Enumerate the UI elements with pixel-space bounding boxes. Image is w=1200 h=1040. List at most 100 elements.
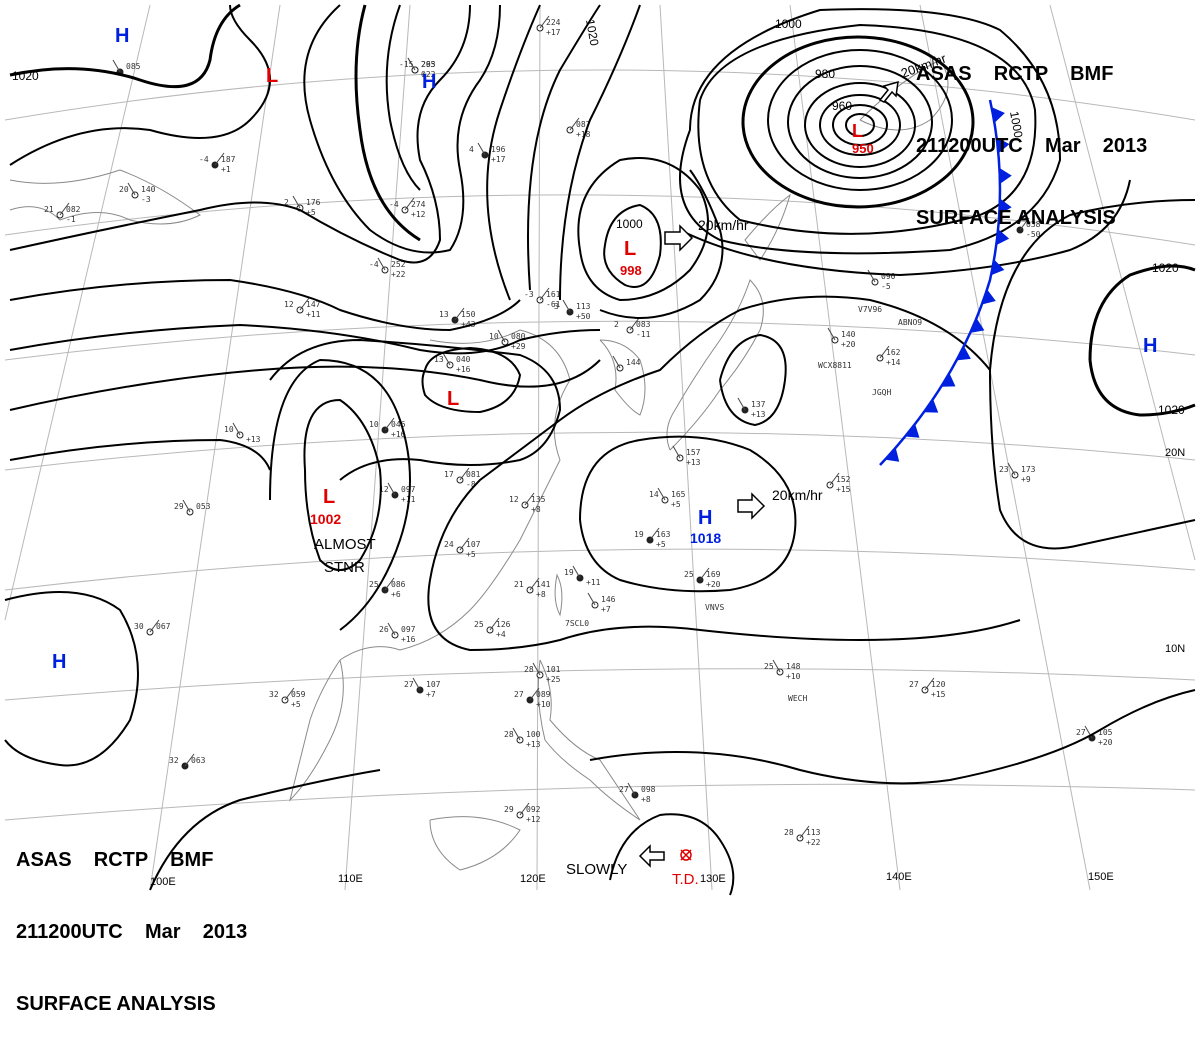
station-temp: 24 <box>444 540 454 549</box>
station-tendency: +12 <box>526 815 541 824</box>
station-pressure: 087 <box>576 120 591 129</box>
station-pressure: 113 <box>806 828 821 837</box>
station-tendency: +12 <box>411 210 426 219</box>
station-temp: -4 <box>369 260 379 269</box>
station-pressure: 107 <box>466 540 481 549</box>
station-temp: 10 <box>489 332 499 341</box>
north-low-speed: 20km/hr <box>698 217 749 233</box>
station-plot: 20 140-3 <box>119 182 156 204</box>
station-pressure: 097 <box>401 625 416 634</box>
station-pressure: 150 <box>461 310 476 319</box>
station-temp: 10 <box>224 425 234 434</box>
low-north-symbol: L <box>624 238 636 260</box>
station-plot: 25 126+4 <box>474 617 511 639</box>
tropical-depression-icon <box>680 849 692 861</box>
front-pip <box>884 447 900 462</box>
high-east-symbol: H <box>1143 335 1157 357</box>
station-temp: 2 <box>284 198 289 207</box>
station-tendency: +17 <box>491 155 506 164</box>
station-plot: 10 080+29 <box>489 329 526 351</box>
ne-low-arrow <box>878 80 899 103</box>
coast-china <box>339 329 571 661</box>
wind-barb <box>387 482 396 496</box>
station-tendency: -3 <box>141 195 151 204</box>
low-southwest-value: 1002 <box>310 511 341 527</box>
wind-barb <box>772 659 781 673</box>
station-tendency: +50 <box>576 312 591 321</box>
station-pressure: 067 <box>156 622 171 631</box>
station-temp: 4 <box>469 145 474 154</box>
station-plot: 13 040+16 <box>434 352 471 374</box>
low-central-symbol: L <box>447 388 459 410</box>
station-plot: 27 120+15 <box>909 677 946 699</box>
station-plot: 162+14 <box>876 345 901 367</box>
station-pressure: 137 <box>751 400 766 409</box>
station-tendency: +16 <box>391 430 406 439</box>
station-tendency: +22 <box>806 838 821 847</box>
station-pressure: 046 <box>391 420 406 429</box>
station-temp: 25 <box>474 620 484 629</box>
station-pressure: 098 <box>641 785 656 794</box>
wind-barb <box>1019 217 1030 231</box>
cold-front <box>879 99 1012 466</box>
station-plot: 28 113+22 <box>784 825 821 847</box>
station-plot: 087+18 <box>566 117 591 139</box>
station-temp: 12 <box>379 485 389 494</box>
north-low-arrow <box>664 224 694 252</box>
station-tendency: +16 <box>456 365 471 374</box>
high-top-left-symbol: H <box>115 25 129 47</box>
station-plot: 32 063 <box>169 753 206 770</box>
wind-barb <box>477 142 486 156</box>
station-tendency: -11 <box>636 330 651 339</box>
isobar-label-1000-low: 1000 <box>616 217 643 231</box>
high-top-symbol: H <box>422 71 436 93</box>
station-tendency: +4 <box>496 630 506 639</box>
station-plot: 29 053 <box>174 499 211 516</box>
grid-labels: 100E 110E 120E 130E 140E 150E 20N 10N <box>150 447 1185 888</box>
station-tendency: +13 <box>686 458 701 467</box>
front-pips <box>884 107 1012 462</box>
station-pressure: 295 <box>421 60 436 69</box>
wind-barb <box>562 299 571 313</box>
station-temp: 25 <box>684 570 694 579</box>
wind-barb <box>649 527 660 541</box>
front-pip <box>991 107 1005 123</box>
coast-philippines <box>537 659 641 821</box>
wind-barb <box>412 677 421 691</box>
station-plot: 224+17 <box>536 15 561 37</box>
ship-id: ABNO9 <box>898 318 922 327</box>
wind-barb <box>512 727 521 741</box>
wind-barb <box>737 397 746 411</box>
station-temp: 23 <box>999 465 1009 474</box>
station-plot: 263+22 <box>407 57 436 79</box>
coast-korea <box>599 339 646 416</box>
station-temp: 13 <box>434 355 444 364</box>
wind-barb <box>112 59 121 73</box>
station-pressure: 085 <box>126 62 141 71</box>
station-pressure: 126 <box>496 620 511 629</box>
station-tendency: -1 <box>66 215 76 224</box>
station-pressure: 165 <box>671 490 686 499</box>
station-plot: -3 161-61 <box>524 287 561 309</box>
station-plot: 144 <box>612 355 641 372</box>
wind-barb <box>59 202 70 216</box>
high-central-symbol: H <box>698 507 712 529</box>
front-pip <box>923 399 939 413</box>
wind-barb <box>454 307 465 321</box>
station-temp: -4 <box>389 200 399 209</box>
station-pressure: 063 <box>191 756 206 765</box>
station-tendency: +17 <box>546 28 561 37</box>
station-temp: 3 <box>554 302 559 311</box>
lat-label-20n: 20N <box>1165 447 1185 459</box>
station-tendency: +15 <box>931 690 946 699</box>
station-pressure: 092 <box>526 805 541 814</box>
wind-barb <box>489 617 500 631</box>
station-plot: 14 165+5 <box>649 487 686 509</box>
station-pressure: 274 <box>411 200 426 209</box>
station-plot: 137+13 <box>737 397 766 419</box>
station-temp: 32 <box>269 690 279 699</box>
station-temp: 2 <box>614 320 619 329</box>
station-plot: 17 081-8 <box>444 467 481 489</box>
station-pressure: 252 <box>391 260 406 269</box>
